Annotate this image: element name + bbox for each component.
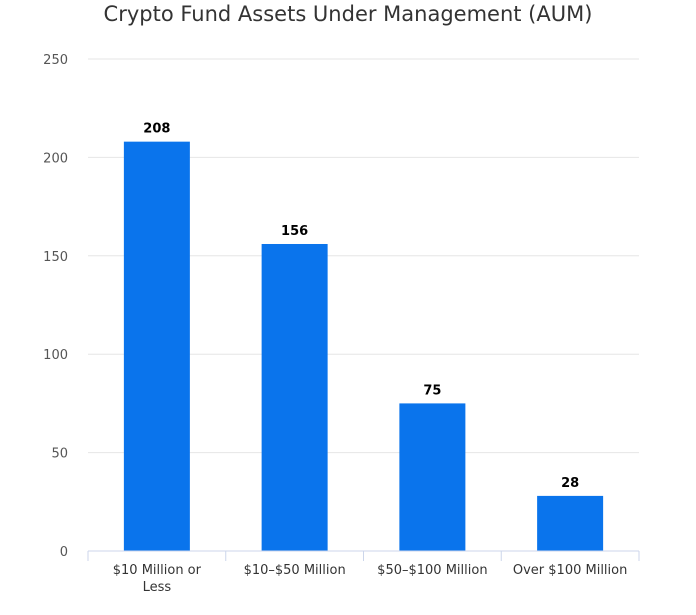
chart-title: Crypto Fund Assets Under Management (AUM… — [103, 2, 593, 26]
y-tick-label: 150 — [43, 250, 68, 265]
x-axis: $10 Million or Less $10–$50 Million $50–$10… — [87, 550, 640, 595]
data-label: 75 — [423, 383, 441, 398]
x-tick-label: $10 Million or Less — [113, 563, 202, 595]
y-tick-label: 100 — [43, 348, 68, 363]
data-labels: 208 156 75 28 — [143, 122, 579, 491]
bar[interactable] — [537, 495, 604, 551]
y-tick-label: 200 — [43, 151, 68, 166]
y-tick-label: 250 — [43, 53, 68, 68]
bars — [123, 141, 604, 551]
x-tick-label: $10–$50 Million — [244, 563, 346, 578]
y-axis-ticks: 0 50 100 150 200 250 — [43, 53, 68, 560]
bar[interactable] — [261, 243, 328, 551]
data-label: 156 — [281, 224, 308, 239]
y-tick-label: 50 — [51, 447, 68, 462]
bar[interactable] — [399, 403, 466, 551]
data-label: 208 — [143, 122, 170, 137]
bar[interactable] — [123, 141, 190, 551]
y-tick-label: 0 — [60, 545, 68, 560]
x-tick-label: Over $100 Million — [513, 563, 627, 578]
x-tick-label: $50–$100 Million — [377, 563, 487, 578]
data-label: 28 — [561, 476, 579, 491]
